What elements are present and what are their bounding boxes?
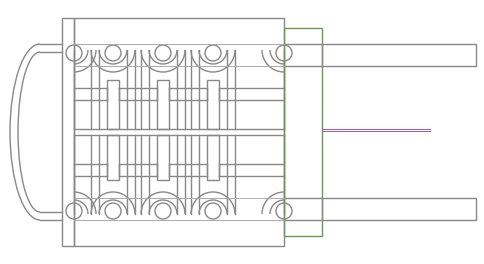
Bar	[284, 28, 322, 236]
Bar	[322, 44, 476, 66]
Bar	[207, 135, 219, 180]
Bar	[322, 198, 476, 220]
Bar	[74, 18, 284, 246]
Bar	[62, 18, 74, 246]
Bar	[207, 80, 219, 129]
Bar	[157, 80, 169, 129]
Bar	[107, 80, 119, 129]
Bar	[107, 135, 119, 180]
Bar	[157, 135, 169, 180]
